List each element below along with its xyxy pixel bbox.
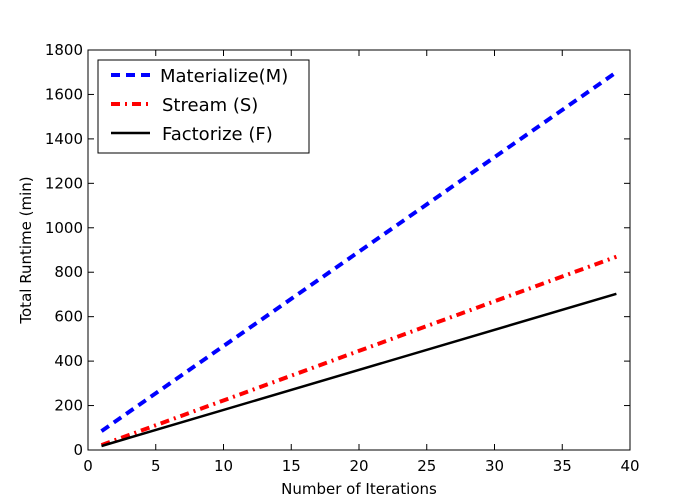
x-tick-label: 10 <box>214 457 233 475</box>
y-tick-label: 1400 <box>45 130 83 148</box>
x-tick-label: 25 <box>417 457 436 475</box>
legend-label-materialize: Materialize(M) <box>160 66 288 87</box>
x-tick-label: 5 <box>151 457 161 475</box>
x-tick-label: 15 <box>282 457 301 475</box>
y-tick-label: 1800 <box>45 41 83 59</box>
x-tick-label: 40 <box>620 457 639 475</box>
x-tick-label: 20 <box>349 457 368 475</box>
legend-label-factorize: Factorize (F) <box>162 124 273 145</box>
x-tick-label: 35 <box>553 457 572 475</box>
legend: Materialize(M) Stream (S) Factorize (F) <box>97 59 310 154</box>
y-tick-label: 600 <box>54 308 83 326</box>
series-line-1 <box>100 254 618 447</box>
y-tick-label: 200 <box>54 397 83 415</box>
series-line-2 <box>101 292 617 448</box>
plot-frame <box>87 49 631 451</box>
legend-label-stream: Stream (S) <box>162 95 258 116</box>
series-layer <box>100 70 618 448</box>
x-tick-label: 30 <box>485 457 504 475</box>
y-tick-label: 1200 <box>45 174 83 192</box>
x-axis-label: Number of Iterations <box>281 480 437 498</box>
y-tick-label: 1000 <box>45 219 83 237</box>
x-tick-label: 0 <box>83 457 93 475</box>
y-tick-label: 0 <box>73 441 83 459</box>
y-tick-label: 800 <box>54 263 83 281</box>
ticks: 0 5 10 15 20 25 30 35 40020040060080010001200140… <box>45 41 640 475</box>
y-axis-label: Total Runtime (min) <box>17 176 35 324</box>
y-tick-label: 400 <box>54 352 83 370</box>
y-tick-label: 1600 <box>45 85 83 103</box>
